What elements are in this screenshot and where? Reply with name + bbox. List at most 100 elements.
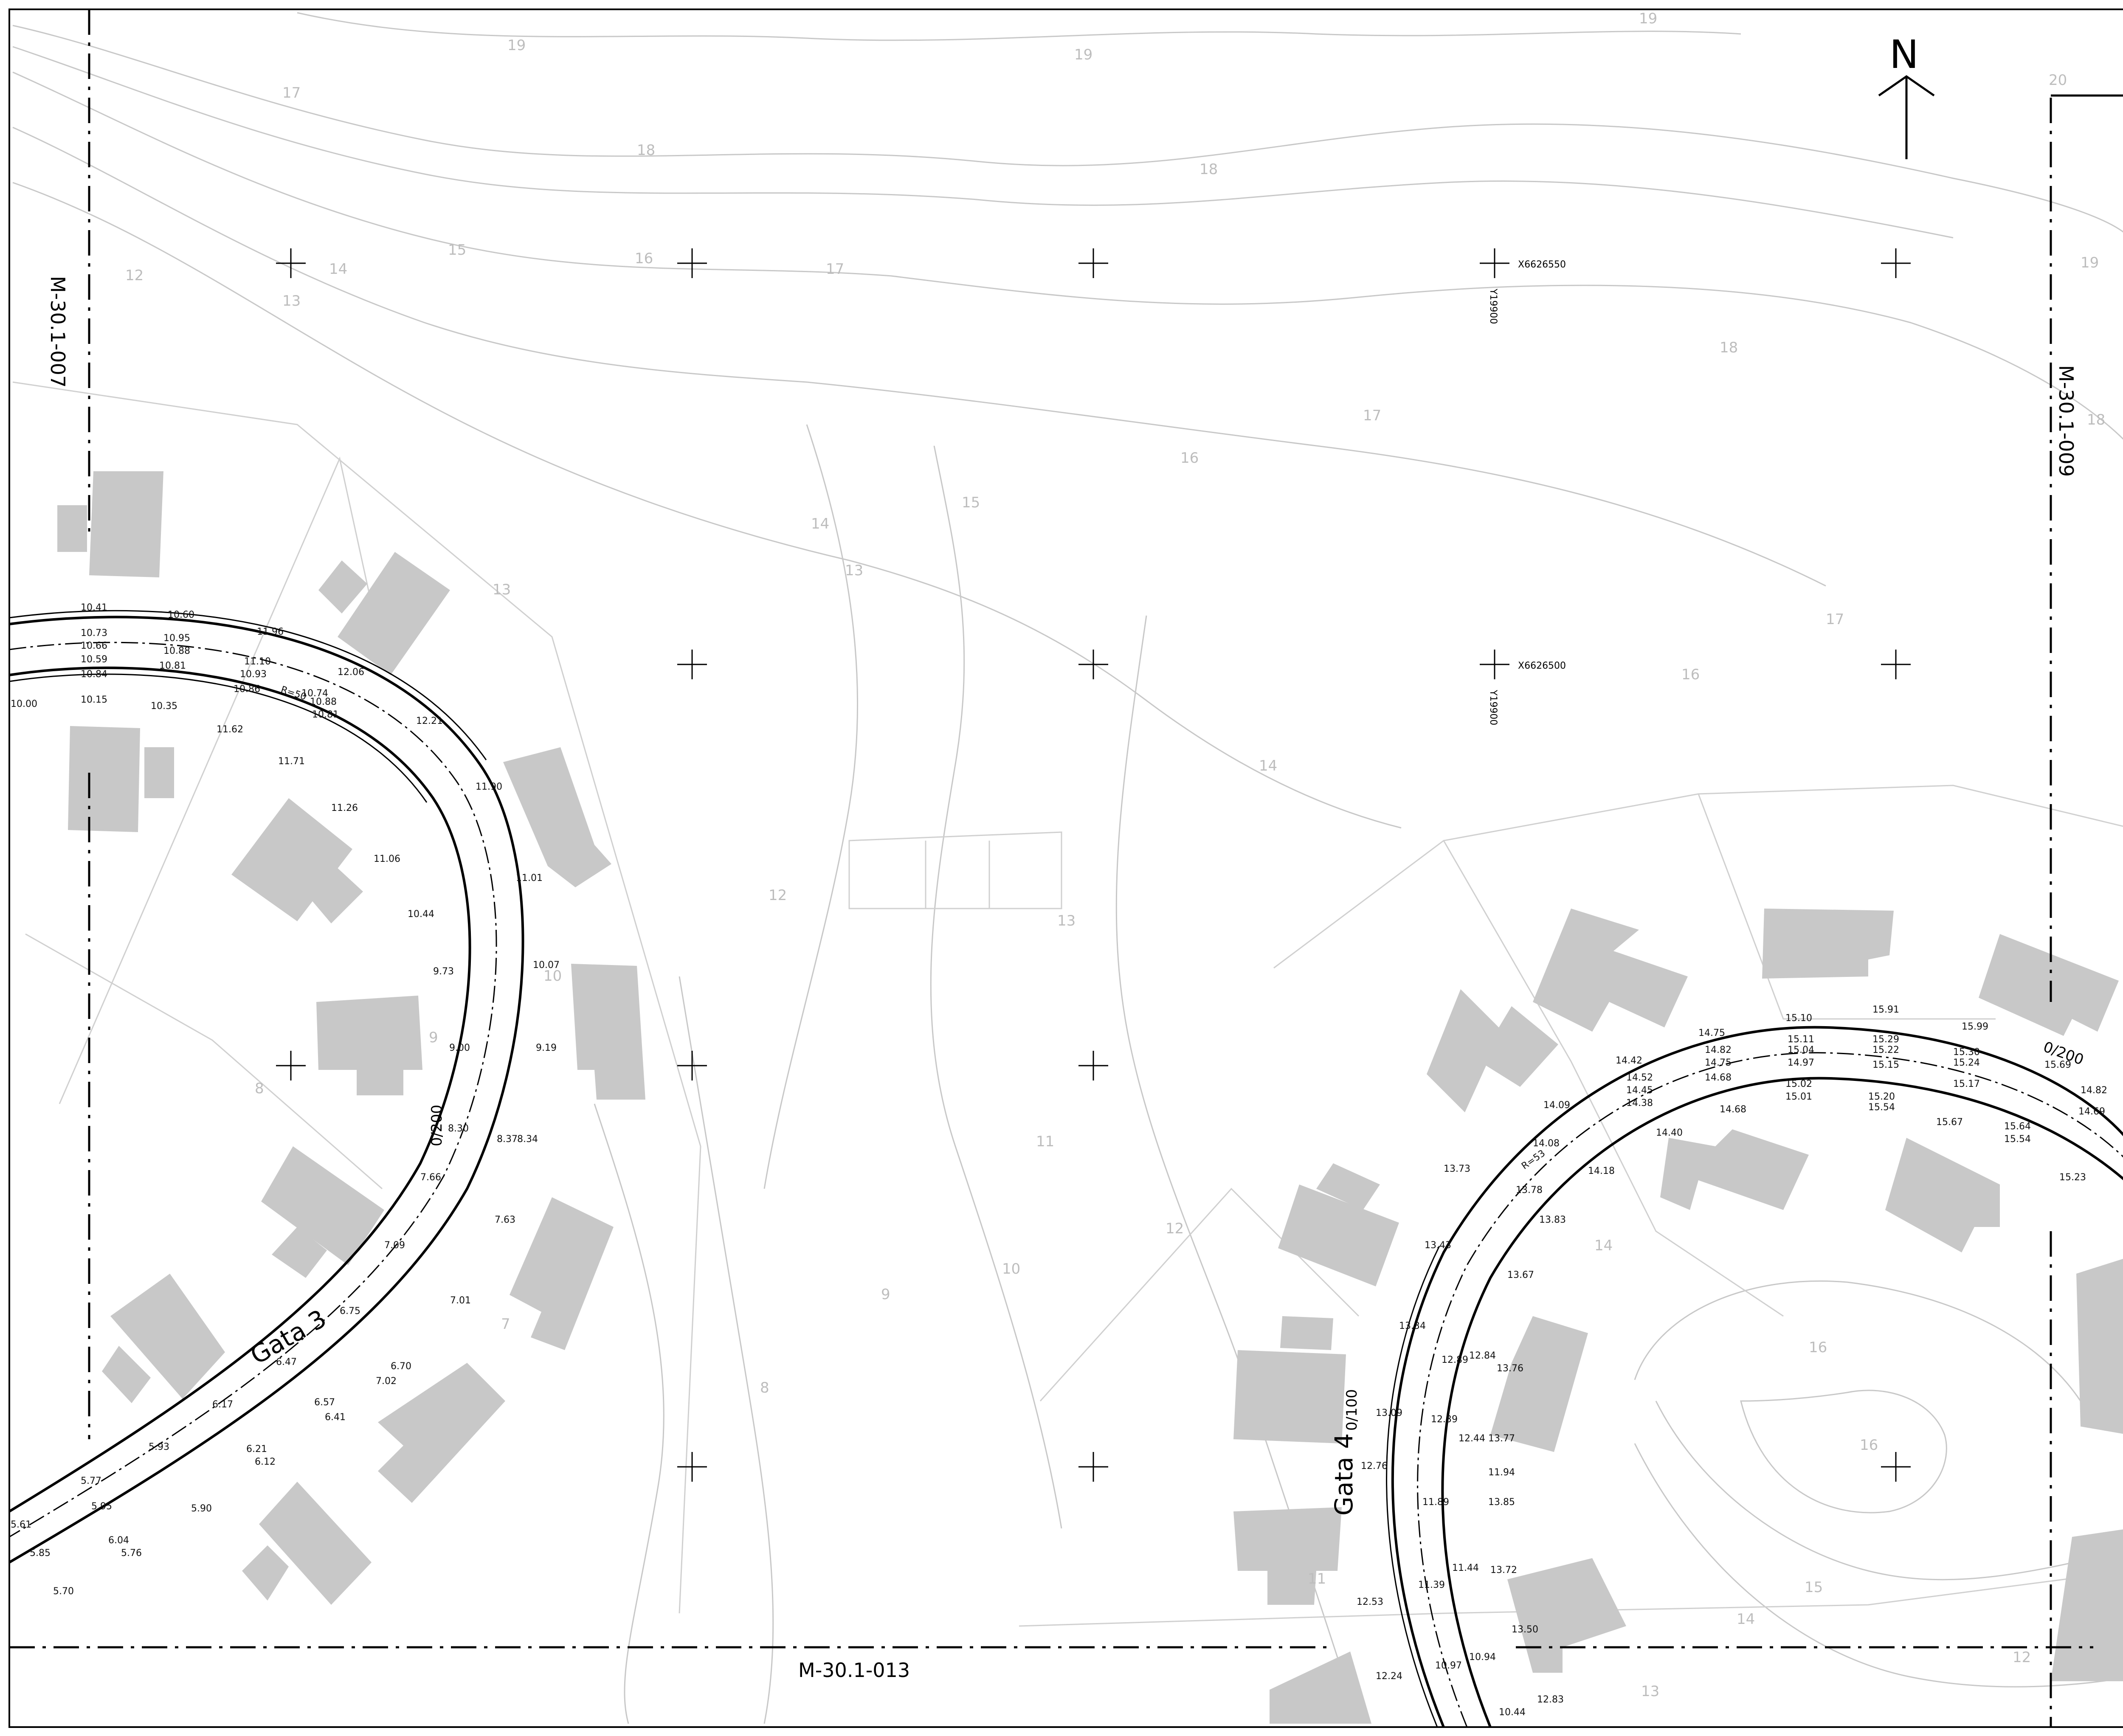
elevation-label: 10.97 (1435, 1660, 1462, 1671)
contour-label: 17 (282, 84, 301, 101)
elevation-label: 14.68 (1705, 1072, 1732, 1083)
map-frame (8, 8, 2123, 1728)
elevation-label: 12.84 (1469, 1351, 1496, 1361)
elevation-label: 11.96 (257, 627, 284, 637)
elevation-label: 12.24 (1376, 1671, 1402, 1682)
contour-label: 19 (2081, 254, 2099, 271)
elevation-label: 11.71 (278, 756, 305, 767)
elevation-label: 13.77 (1488, 1433, 1515, 1444)
elevation-label: 10.81 (159, 661, 186, 671)
contour-label: 13 (493, 581, 511, 598)
elevation-label: 14.68 (1720, 1104, 1746, 1115)
elevation-label: 14.82 (2081, 1085, 2107, 1096)
elevation-label: 13.50 (1512, 1624, 1538, 1635)
contour-label: 14 (1259, 757, 1277, 774)
elevation-label: 5.90 (191, 1503, 212, 1514)
elevation-label: 12.39 (1431, 1414, 1458, 1425)
contour-label: 16 (1860, 1437, 1878, 1454)
elevation-label: 13.34 (1399, 1321, 1426, 1331)
elevation-label: 11.90 (476, 782, 502, 792)
elevation-label: 15.17 (1953, 1079, 1980, 1089)
contour-label: 17 (826, 261, 844, 278)
elevation-label: 13.76 (1497, 1363, 1523, 1374)
elevation-label: 7.02 (376, 1376, 397, 1387)
elevation-label: 9.19 (536, 1043, 557, 1053)
elevation-label: 13.72 (1490, 1565, 1517, 1576)
north-arrow: N (1878, 32, 1935, 159)
elevation-label: 15.04 (1788, 1045, 1814, 1055)
buildings (57, 471, 2123, 1724)
contour-label: 13 (1641, 1683, 1659, 1700)
contour-label: 15 (448, 242, 466, 259)
contour-label: 13 (845, 562, 863, 579)
elevation-label: 15.22 (1872, 1045, 1899, 1055)
elevation-label: 10.44 (408, 909, 434, 920)
contour-labels: 19 19 19 17 18 18 15 16 17 14 12 13 18 1… (125, 10, 2105, 1700)
coord-label-y: Y19900 (1488, 689, 1498, 725)
elevation-label: 15.23 (2059, 1172, 2086, 1183)
contour-label: 18 (1199, 161, 1218, 178)
elevation-label: 15.54 (1868, 1102, 1895, 1113)
elevation-label: 6.04 (108, 1535, 129, 1546)
elevation-label: 6.21 (246, 1444, 267, 1455)
contour-label: 9 (429, 1029, 438, 1046)
elevation-label: 10.81 (312, 709, 339, 720)
radius-label: R=50 (279, 684, 307, 703)
elevation-label: 11.94 (1488, 1467, 1515, 1478)
elevation-label: 6.75 (340, 1306, 360, 1317)
street-name-gata-4: Gata 4 (1329, 1433, 1358, 1516)
contour-label: 18 (2087, 411, 2105, 428)
property-boundaries (12, 381, 2123, 1627)
elevation-label: 11.06 (374, 854, 400, 864)
contour-label: 10 (543, 968, 562, 985)
contour-label: 16 (1809, 1339, 1827, 1356)
elevation-label: 10.15 (81, 695, 107, 705)
elevation-label: 14.45 (1626, 1085, 1653, 1096)
elevation-label: 13.67 (1507, 1270, 1534, 1280)
contour-lines (12, 12, 2123, 1724)
station-label: 0/100 (1343, 1389, 1360, 1431)
sheet-label-right: M-30.1-009 (2055, 365, 2078, 477)
elevation-label: 13.09 (1376, 1408, 1402, 1418)
elevation-label: 10.88 (163, 646, 190, 656)
contour-label: 15 (1805, 1579, 1823, 1596)
elevation-label: 15.24 (1953, 1058, 1980, 1068)
elevation-label: 13.43 (1425, 1240, 1451, 1251)
elevation-label: 10.60 (168, 610, 194, 620)
contour-label: 19 (1639, 10, 1657, 27)
elevation-label: 12.76 (1361, 1461, 1388, 1472)
elevation-label: 14.08 (1533, 1138, 1560, 1149)
street-gata-4 (1386, 1026, 2123, 1728)
contour-label: 7 (501, 1316, 510, 1333)
elevation-label: 15.69 (2044, 1060, 2071, 1070)
elevation-label: 10.95 (163, 633, 190, 644)
contour-label: 14 (1594, 1237, 1613, 1254)
sheet-label-bottom: M-30.1-013 (798, 1659, 910, 1682)
elevation-label: 14.52 (1626, 1072, 1653, 1083)
elevation-label: 12.89 (1442, 1355, 1468, 1365)
elevation-label: 13.73 (1444, 1164, 1470, 1174)
contour-label: 9 (881, 1286, 890, 1303)
elevation-label: 15.02 (1785, 1079, 1812, 1089)
elevation-label: 14.42 (1616, 1055, 1642, 1066)
elevation-label: 14.69 (2078, 1106, 2105, 1117)
elevation-label: 10.00 (11, 699, 37, 709)
contour-label: 17 (1826, 611, 1844, 628)
elevation-label: 14.75 (1705, 1058, 1732, 1068)
elevation-label: 11.01 (516, 873, 543, 883)
elevation-label: 12.06 (338, 667, 364, 678)
contour-label: 16 (635, 250, 653, 267)
contour-label: 16 (1681, 666, 1700, 683)
elevation-label: 10.84 (81, 669, 107, 680)
contour-label: 14 (1737, 1611, 1755, 1628)
sheet-label-left: M-30.1-007 (46, 276, 69, 388)
elevation-label: 10.66 (81, 641, 107, 651)
elevation-label: 8.30 (448, 1123, 469, 1134)
elevation-label: 12.21 (416, 716, 443, 726)
elevation-label: 13.78 (1516, 1185, 1543, 1196)
elevation-label: 6.12 (255, 1457, 276, 1467)
elevation-label: 14.38 (1626, 1098, 1653, 1109)
elevation-label: 5.93 (149, 1442, 169, 1452)
elevation-label: 11.10 (244, 656, 271, 667)
